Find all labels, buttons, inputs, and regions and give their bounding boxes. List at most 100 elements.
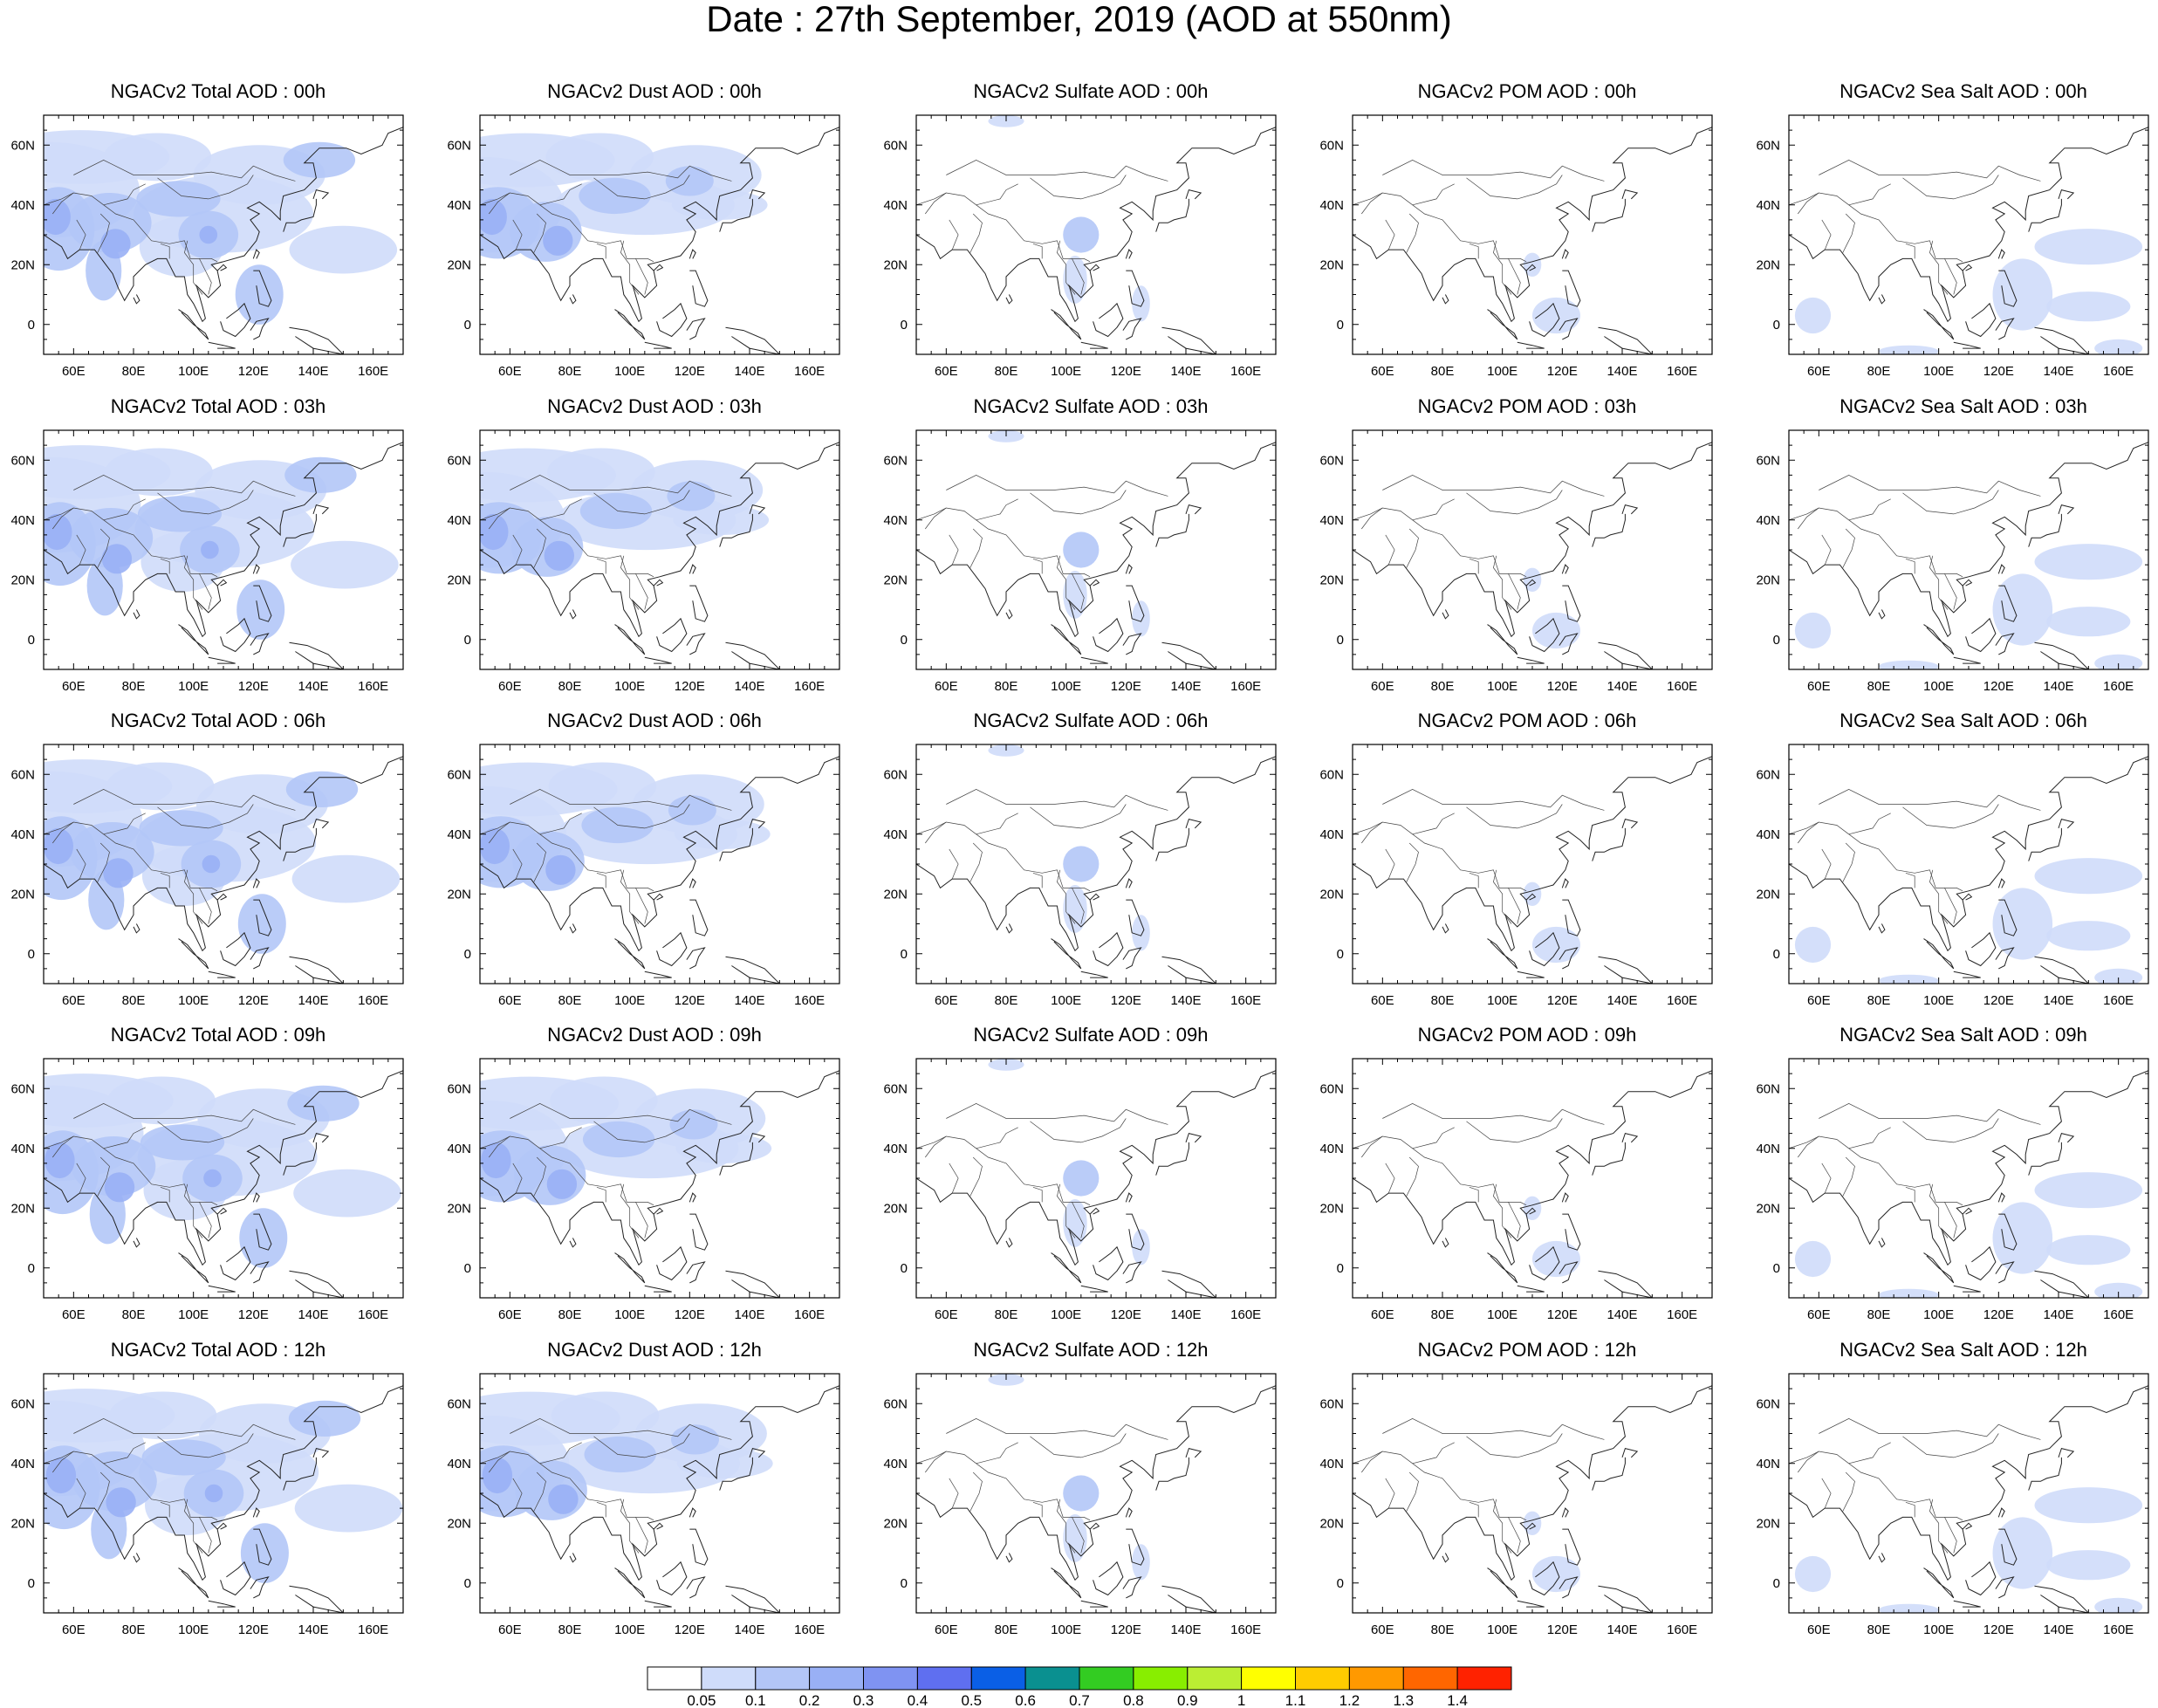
border-line	[593, 1118, 690, 1143]
coastline	[1562, 1213, 1581, 1251]
lon-tick-label: 60E	[935, 364, 958, 379]
coastline	[253, 270, 272, 307]
border-line	[1406, 1471, 1419, 1512]
border-line	[1361, 1135, 1383, 1158]
border-line	[1902, 1433, 1999, 1458]
lat-tick-label: 20N	[883, 1516, 908, 1531]
coastline	[1093, 1561, 1124, 1596]
coastline	[1561, 1192, 1569, 1203]
colorbar-swatch	[1133, 1666, 1189, 1691]
panel-title: NGACv2 Dust AOD : 06h	[547, 710, 762, 731]
panel-title: NGACv2 POM AOD : 06h	[1417, 710, 1637, 731]
coastline	[2028, 827, 2062, 861]
coastline	[1517, 971, 1545, 978]
aod-shading	[1532, 1555, 1580, 1593]
border-line	[1466, 175, 1563, 200]
lon-tick-label: 140E	[734, 993, 764, 1008]
aod-shading	[480, 513, 509, 551]
lat-tick-label: 40N	[1319, 1142, 1344, 1156]
map-plot: 60E 80E 100E 120E 140E 160E 60N 40N 20N 0	[447, 429, 840, 694]
lon-tick-label: 60E	[62, 364, 86, 379]
map-plot: 60E 80E 100E 120E 140E 160E 60N 40N 20N 0	[10, 114, 404, 379]
border-line	[1057, 869, 1076, 924]
lon-tick-label: 100E	[1923, 993, 1954, 1008]
lon-tick-label: 120E	[675, 1622, 705, 1637]
coastline	[1155, 1457, 1189, 1491]
coastline	[1621, 1133, 1639, 1143]
lat-tick-label: 40N	[10, 827, 35, 842]
border-line	[97, 1471, 110, 1512]
coastline	[1093, 931, 1124, 967]
border-line	[512, 1478, 523, 1509]
lon-tick-label: 80E	[995, 364, 1018, 379]
border-line	[620, 1499, 640, 1554]
border-line	[1842, 842, 1855, 882]
lat-tick-label: 40N	[1319, 198, 1344, 213]
border-line	[533, 528, 546, 568]
coastline	[2034, 1270, 2090, 1298]
border-line	[1412, 498, 1455, 521]
coastline	[1962, 579, 1973, 586]
lat-tick-label: 0	[28, 1576, 35, 1591]
coastline	[1517, 656, 1545, 664]
aod-shading	[669, 1109, 718, 1140]
border-line	[1072, 1202, 1085, 1238]
border-line	[44, 192, 218, 263]
panel-title: NGACv2 POM AOD : 12h	[1417, 1339, 1637, 1361]
lon-tick-label: 160E	[2103, 993, 2134, 1008]
colorbar-label: 0.3	[853, 1692, 874, 1707]
coastline	[1185, 1133, 1202, 1143]
colorbar-label: 1.4	[1447, 1692, 1468, 1707]
colorbar-label: 1.1	[1285, 1692, 1306, 1707]
border-line	[184, 240, 203, 295]
aod-shading	[482, 1457, 513, 1494]
panel-title: NGACv2 POM AOD : 09h	[1417, 1024, 1637, 1046]
coastline	[1923, 938, 1955, 970]
coastline	[44, 756, 403, 952]
coastline	[250, 1261, 270, 1284]
aod-shading	[203, 1169, 222, 1188]
lat-tick-label: 40N	[10, 513, 35, 528]
coastline	[480, 442, 839, 638]
aod-shading	[237, 894, 286, 954]
aod-shading	[1132, 1544, 1150, 1581]
lon-tick-label: 160E	[1667, 1307, 1697, 1322]
lat-tick-label: 20N	[10, 573, 35, 587]
lon-tick-label: 120E	[1547, 1622, 1578, 1637]
coastline	[208, 971, 236, 978]
coastline	[2028, 198, 2062, 232]
lat-tick-label: 60N	[447, 1081, 471, 1096]
lat-tick-label: 40N	[447, 1457, 471, 1471]
coastline	[220, 931, 251, 967]
border-line	[1030, 804, 1127, 829]
coastline	[252, 564, 260, 574]
border-line	[480, 1451, 654, 1521]
aod-shading	[44, 198, 71, 236]
lon-tick-label: 140E	[734, 1307, 764, 1322]
lat-tick-label: 0	[1337, 318, 1344, 333]
border-line	[539, 1442, 582, 1464]
coastline	[1598, 326, 1654, 354]
border-line	[510, 160, 732, 182]
border-line	[510, 1418, 732, 1440]
lon-tick-label: 160E	[358, 364, 388, 379]
coastline	[569, 1238, 577, 1248]
aod-shading	[140, 1124, 225, 1161]
border-line	[635, 1202, 648, 1238]
lon-tick-label: 80E	[1431, 1622, 1455, 1637]
coastline	[312, 1448, 330, 1458]
border-line	[916, 192, 1091, 263]
border-line	[510, 475, 732, 497]
border-line	[480, 1135, 654, 1206]
coastline	[719, 1457, 753, 1491]
coastline	[178, 309, 209, 340]
border-line	[1944, 573, 1957, 610]
lat-tick-label: 0	[901, 318, 908, 333]
coastline	[1080, 656, 1108, 664]
border-line	[199, 573, 212, 610]
coastline	[133, 1238, 140, 1248]
border-line	[1032, 1186, 1043, 1203]
coastline	[1529, 1561, 1560, 1596]
coastline	[689, 585, 709, 622]
lat-tick-label: 20N	[447, 573, 471, 587]
